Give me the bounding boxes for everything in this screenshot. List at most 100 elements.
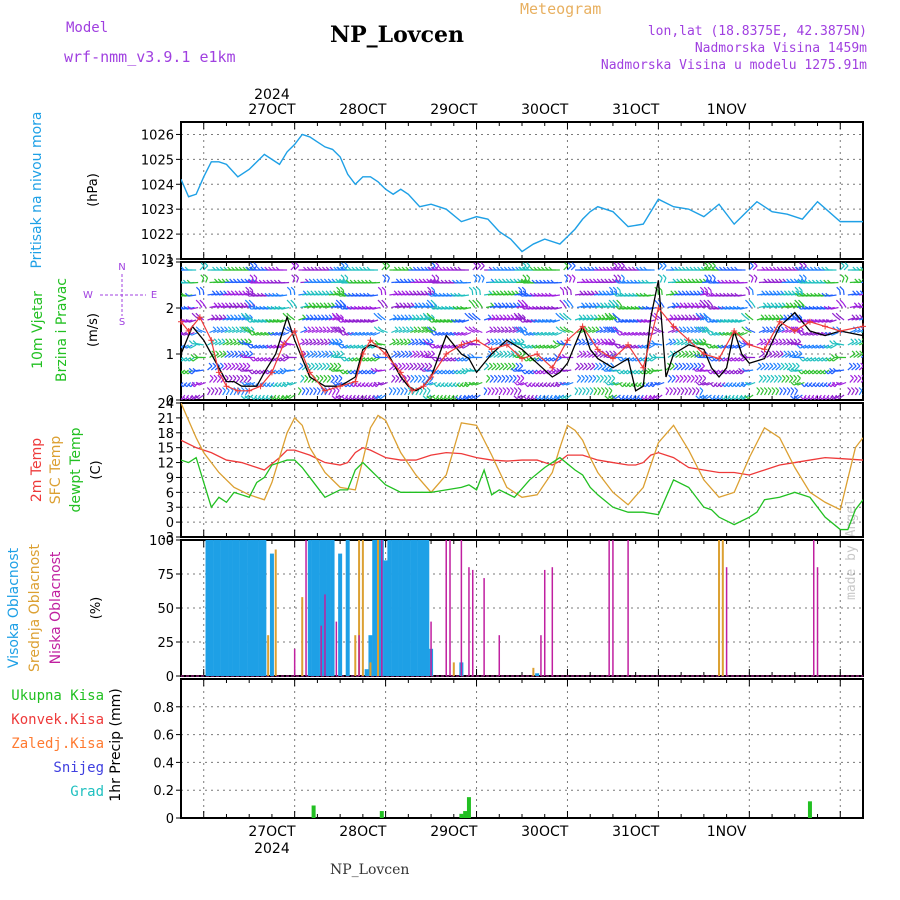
wind-arrow-head [633,279,638,284]
wind-arrow [578,365,584,371]
wind-arrow [744,315,750,321]
wind-arrow-head [826,396,831,400]
wind-arrow-head [382,262,387,267]
wind-arrow-head [461,370,465,375]
wind-arrow-head [338,344,343,349]
wind-arrow-head [692,340,697,344]
wind-arrow-head [618,396,622,400]
wind-arrow-head [424,290,428,295]
wind-arrow [411,317,420,321]
wind-arrow [220,353,227,358]
wind-arrow-head [775,314,780,319]
compass-south: S [119,317,125,328]
wind-arrow-head [319,302,324,307]
wind-arrow-head [581,278,586,283]
wind-arrow-head [355,266,360,271]
wind-arrow-head [317,350,322,355]
wind-arrow [377,369,386,372]
wind-arrow-head [427,314,431,319]
wind-arrow-head [332,326,337,331]
wind-arrow-head [272,318,277,323]
wind-arrow [669,317,678,321]
wind-arrow [326,329,334,334]
wind-arrow [372,281,381,284]
wind-arrow [754,277,758,283]
wind-arrow-head [566,299,571,304]
wind-arrow [497,377,502,383]
wind-arrow-head [613,274,618,279]
wind-arrow [773,353,780,358]
wind-arrow-head [840,274,845,279]
wind-arrow-head [218,314,223,319]
wind-arrow-head [774,374,779,379]
temperature-y-tick-label: 12 [157,457,174,472]
wind-arrow-head [692,314,697,319]
wind-arrow-head [620,331,624,336]
wind-arrow-head [717,305,722,310]
wind-arrow-head [623,331,628,336]
wind-arrow [584,305,593,309]
wind-arrow-head [344,274,349,279]
wind-arrow-head [228,338,233,343]
wind-arrow-head [722,292,727,297]
wind-arrow-head [308,278,313,283]
wind-arrow [601,317,609,321]
wind-arrow-head [279,370,284,375]
wind-arrow-head [704,262,709,267]
wind-arrow-head [256,292,261,297]
wind-arrow [608,390,613,396]
wind-arrow [605,342,614,346]
wind-arrow-head [403,302,407,307]
wind-arrow-head [237,314,242,319]
wind-arrow-head [559,299,564,304]
wind-arrow-head [496,290,500,295]
wind-arrow-head [717,279,722,284]
wind-arrow-head [338,374,343,379]
wind-arrow-head [692,367,697,372]
wind-arrow-head [330,374,335,379]
wind-arrow-head [780,362,785,367]
wind-arrow [289,394,296,400]
wind-gust-point [488,346,495,353]
wind-arrow [751,302,756,308]
wind-arrow-head [435,318,440,323]
wind-arrow [599,305,608,309]
wind-arrow-head [616,299,621,304]
wind-arrow-head [564,274,568,279]
wind-arrow-head [181,331,185,336]
wind-arrow [426,381,434,386]
wind-arrow-head [563,381,567,386]
wind-arrow-head [495,350,500,355]
wind-arrow [276,319,284,323]
wind-arrow-head [339,331,344,336]
wind-arrow [797,381,805,386]
wind-arrow-head [702,338,707,343]
wind-arrow [483,317,492,321]
wind-arrow-head [521,299,526,304]
wind-arrow-head [740,395,745,400]
wind-arrow-head [320,387,325,391]
mid-cloud-bar [532,667,535,676]
wind-arrow-head [795,362,800,367]
wind-arrow [779,317,787,321]
wind-arrow-head [859,314,863,319]
wind-arrow-head [616,331,621,336]
wind-arrow [694,377,699,383]
wind-arrow-head [859,350,863,355]
wind-arrow-head [330,326,334,331]
wind-arrow-head [834,353,839,358]
wind-arrow-head [806,292,811,297]
wind-arrow-head [662,274,667,279]
wind-arrow-head [421,326,425,331]
mid-cloud-bar [267,635,270,676]
wind-arrow-head [514,290,519,295]
wind-arrow-head [612,286,617,291]
wind-arrow [202,290,205,296]
wind-arrow-head [633,396,638,400]
wind-arrow [657,381,665,386]
wind-arrow-head [709,279,714,284]
wind-arrow-head [861,338,863,341]
wind-arrow-head [699,326,704,331]
wind-arrow-head [603,374,608,379]
wind-arrow-head [731,357,736,362]
